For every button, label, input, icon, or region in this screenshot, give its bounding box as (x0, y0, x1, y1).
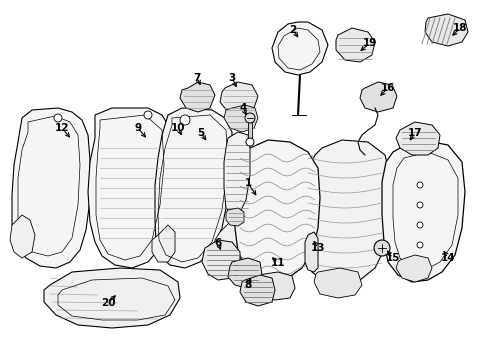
Polygon shape (240, 275, 275, 306)
Text: 2: 2 (290, 25, 296, 35)
Text: 13: 13 (311, 243, 325, 253)
Polygon shape (152, 225, 175, 262)
Circle shape (374, 240, 390, 256)
Text: 3: 3 (228, 73, 236, 83)
Polygon shape (224, 132, 250, 215)
Text: 8: 8 (245, 280, 252, 290)
Text: 5: 5 (197, 128, 205, 138)
Text: 10: 10 (171, 123, 185, 133)
Text: 4: 4 (239, 103, 246, 113)
Text: 1: 1 (245, 178, 252, 188)
Text: 6: 6 (215, 238, 221, 248)
Polygon shape (226, 208, 244, 226)
Circle shape (144, 111, 152, 119)
Circle shape (246, 138, 254, 146)
Polygon shape (255, 272, 295, 300)
Circle shape (180, 115, 190, 125)
Polygon shape (272, 22, 328, 75)
Polygon shape (396, 122, 440, 155)
Polygon shape (220, 82, 258, 115)
Polygon shape (305, 232, 318, 272)
Polygon shape (336, 28, 375, 62)
Polygon shape (360, 82, 397, 112)
Polygon shape (382, 140, 465, 282)
Circle shape (417, 202, 423, 208)
Polygon shape (180, 82, 215, 112)
Polygon shape (228, 258, 262, 288)
Polygon shape (425, 14, 468, 46)
Text: 17: 17 (408, 128, 422, 138)
Polygon shape (10, 215, 35, 258)
Circle shape (417, 222, 423, 228)
Polygon shape (12, 108, 90, 268)
Text: 12: 12 (55, 123, 69, 133)
Text: 18: 18 (453, 23, 467, 33)
Circle shape (54, 114, 62, 122)
Polygon shape (314, 268, 362, 298)
Polygon shape (224, 105, 258, 132)
Polygon shape (396, 255, 432, 282)
Polygon shape (88, 108, 172, 268)
Text: 11: 11 (271, 258, 285, 268)
Polygon shape (304, 140, 390, 285)
Text: 20: 20 (101, 298, 115, 308)
Polygon shape (44, 268, 180, 328)
Text: 15: 15 (386, 253, 400, 263)
Polygon shape (235, 140, 320, 282)
Circle shape (417, 242, 423, 248)
Polygon shape (202, 240, 240, 280)
Circle shape (245, 113, 255, 123)
Circle shape (417, 182, 423, 188)
Text: 9: 9 (134, 123, 142, 133)
Polygon shape (155, 108, 232, 268)
Text: 16: 16 (381, 83, 395, 93)
Text: 14: 14 (441, 253, 455, 263)
Text: 7: 7 (194, 73, 201, 83)
Polygon shape (248, 118, 252, 140)
Polygon shape (215, 222, 240, 262)
Text: 19: 19 (363, 38, 377, 48)
